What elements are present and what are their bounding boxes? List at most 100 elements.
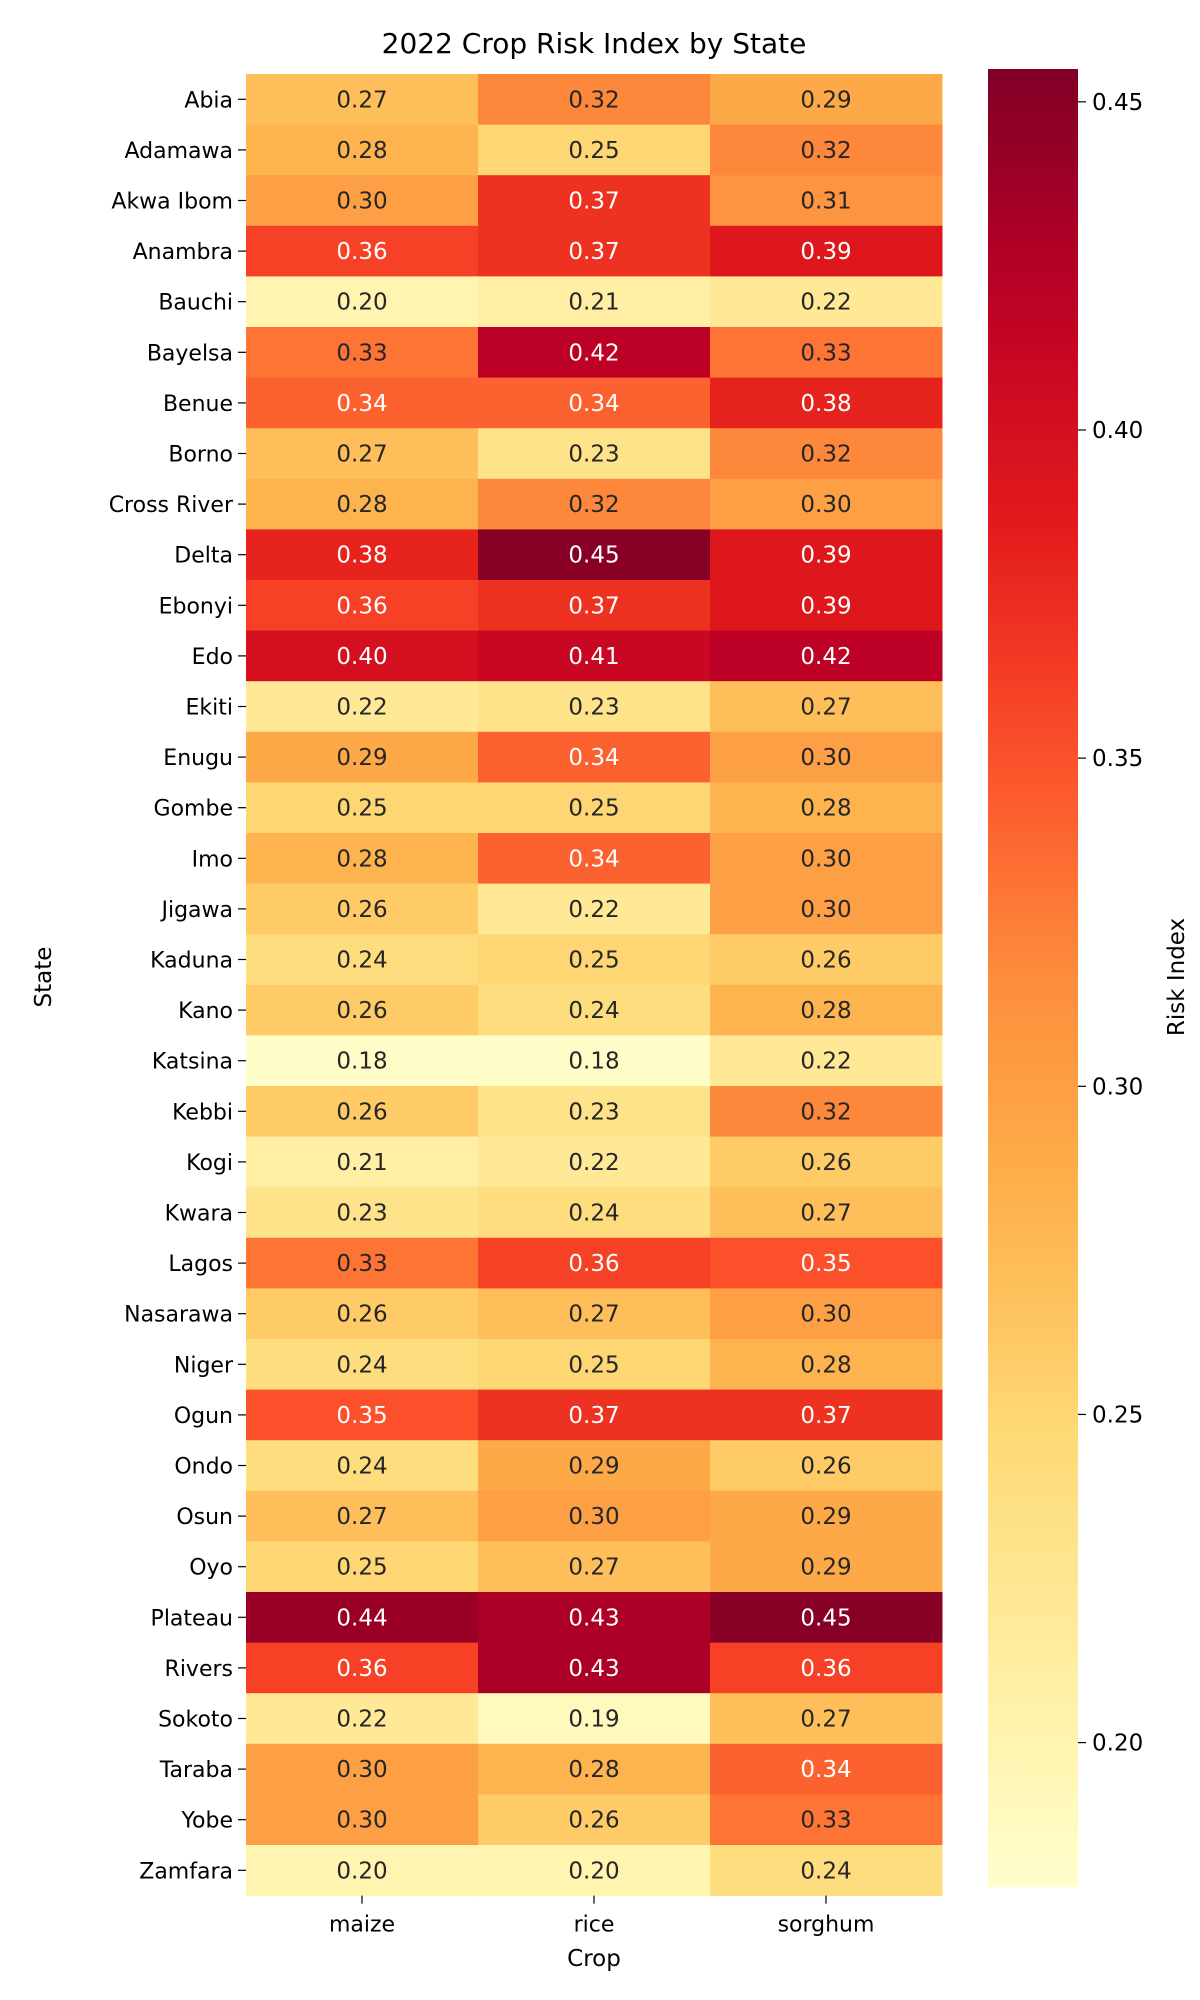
cell-value-label: 0.28 [336, 138, 387, 164]
heatmap-cell [710, 1136, 943, 1188]
cell-value-label: 0.30 [800, 1302, 851, 1328]
y-tick-label: Bayelsa [147, 341, 233, 366]
cell-value-label: 0.29 [800, 1555, 851, 1581]
heatmap-cell [710, 478, 943, 530]
y-axis: Abia Adamawa Akwa Ibom Anambra Bauchi Bayelsa… [109, 88, 246, 1884]
cell-value-label: 0.43 [568, 1656, 619, 1682]
cell-value-label: 0.38 [800, 391, 851, 417]
heatmap-cell [478, 1642, 711, 1694]
colorbar-tick-label: 0.45 [1092, 90, 1143, 116]
y-tick-label: Borno [168, 443, 233, 468]
heatmap-cell [246, 580, 479, 632]
heatmap-cell [246, 1237, 479, 1289]
heatmap-cell [478, 782, 711, 834]
heatmap-cells: 0.27 0.32 0.29 0.28 0.25 0.32 0.30 0.37 0.31 0.36… [246, 74, 943, 1897]
cell-value-label: 0.30 [800, 745, 851, 771]
heatmap-cell [478, 1288, 711, 1340]
colorbar-tick-label: 0.20 [1092, 1731, 1143, 1757]
y-tick-label: Ebonyi [159, 594, 233, 619]
heatmap-cell [710, 1642, 943, 1694]
heatmap-cell [246, 428, 479, 480]
heatmap-cell [246, 1845, 479, 1897]
cell-value-label: 0.33 [336, 340, 387, 366]
heatmap-cell [710, 1086, 943, 1138]
colorbar: 0.20 0.25 0.30 0.35 0.40 0.45 [988, 69, 1143, 1887]
heatmap-cell [246, 984, 479, 1036]
y-tick-label: Lagos [168, 1252, 233, 1277]
colorbar-gradient [988, 69, 1078, 1887]
heatmap-cell [246, 1288, 479, 1340]
heatmap-cell [478, 124, 711, 176]
heatmap-cell [478, 1389, 711, 1441]
heatmap-cell [710, 327, 943, 379]
heatmap-cell [478, 630, 711, 682]
heatmap-cell [478, 984, 711, 1036]
cell-value-label: 0.34 [336, 391, 387, 417]
heatmap-cell [710, 731, 943, 783]
cell-value-label: 0.34 [568, 391, 619, 417]
cell-value-label: 0.36 [800, 1656, 851, 1682]
heatmap-cell [246, 1389, 479, 1441]
heatmap-cell [246, 731, 479, 783]
cell-value-label: 0.27 [568, 1302, 619, 1328]
cell-value-label: 0.26 [336, 1099, 387, 1125]
y-tick-label: Abia [184, 88, 233, 113]
cell-value-label: 0.26 [336, 998, 387, 1024]
cell-value-label: 0.37 [568, 593, 619, 619]
heatmap-cell [246, 1693, 479, 1745]
y-tick-label: Akwa Ibom [111, 190, 233, 215]
heatmap-cell [710, 1288, 943, 1340]
heatmap-cell [246, 529, 479, 581]
heatmap-cell [246, 377, 479, 429]
y-tick-label: Ondo [174, 1455, 233, 1480]
heatmap-cell [710, 124, 943, 176]
y-tick-label: Sokoto [158, 1708, 233, 1733]
y-tick-label: Adamawa [125, 139, 234, 164]
cell-value-label: 0.22 [336, 695, 387, 721]
heatmap-cell [246, 1187, 479, 1239]
heatmap-cell [710, 1845, 943, 1897]
heatmap-cell [478, 1592, 711, 1644]
chart-title: 2022 Crop Risk Index by State [382, 27, 807, 60]
heatmap-cell [478, 1339, 711, 1391]
cell-value-label: 0.27 [336, 1504, 387, 1530]
cell-value-label: 0.33 [336, 1251, 387, 1277]
cell-value-label: 0.22 [800, 1049, 851, 1075]
heatmap-cell [710, 276, 943, 328]
cell-value-label: 0.22 [800, 290, 851, 316]
heatmap-cell [478, 1187, 711, 1239]
cell-value-label: 0.26 [800, 1150, 851, 1176]
heatmap-cell [710, 782, 943, 834]
cell-value-label: 0.18 [568, 1049, 619, 1075]
heatmap-cell [710, 1541, 943, 1593]
y-tick-label: Kano [178, 999, 233, 1024]
cell-value-label: 0.30 [336, 1757, 387, 1783]
cell-value-label: 0.37 [568, 189, 619, 215]
y-tick-label: Bauchi [158, 291, 233, 316]
heatmap-cell [478, 428, 711, 480]
cell-value-label: 0.30 [336, 189, 387, 215]
cell-value-label: 0.25 [336, 796, 387, 822]
heatmap-cell [246, 833, 479, 885]
colorbar-label: Risk Index [1164, 918, 1190, 1036]
colorbar-tick-label: 0.40 [1092, 418, 1143, 444]
y-tick-label: Katsina [152, 1050, 233, 1075]
cell-value-label: 0.39 [800, 593, 851, 619]
cell-value-label: 0.18 [336, 1049, 387, 1075]
heatmap-cell [478, 377, 711, 429]
cell-value-label: 0.30 [800, 897, 851, 923]
cell-value-label: 0.22 [568, 1150, 619, 1176]
cell-value-label: 0.38 [336, 543, 387, 569]
y-tick-label: Cross River [109, 493, 234, 518]
cell-value-label: 0.30 [568, 1504, 619, 1530]
heatmap-cell [246, 681, 479, 733]
heatmap-cell [246, 1794, 479, 1846]
cell-value-label: 0.26 [336, 1302, 387, 1328]
heatmap-cell [710, 1440, 943, 1492]
cell-value-label: 0.36 [336, 239, 387, 265]
heatmap-cell [710, 428, 943, 480]
heatmap-cell [478, 327, 711, 379]
cell-value-label: 0.25 [336, 1555, 387, 1581]
cell-value-label: 0.21 [568, 290, 619, 316]
